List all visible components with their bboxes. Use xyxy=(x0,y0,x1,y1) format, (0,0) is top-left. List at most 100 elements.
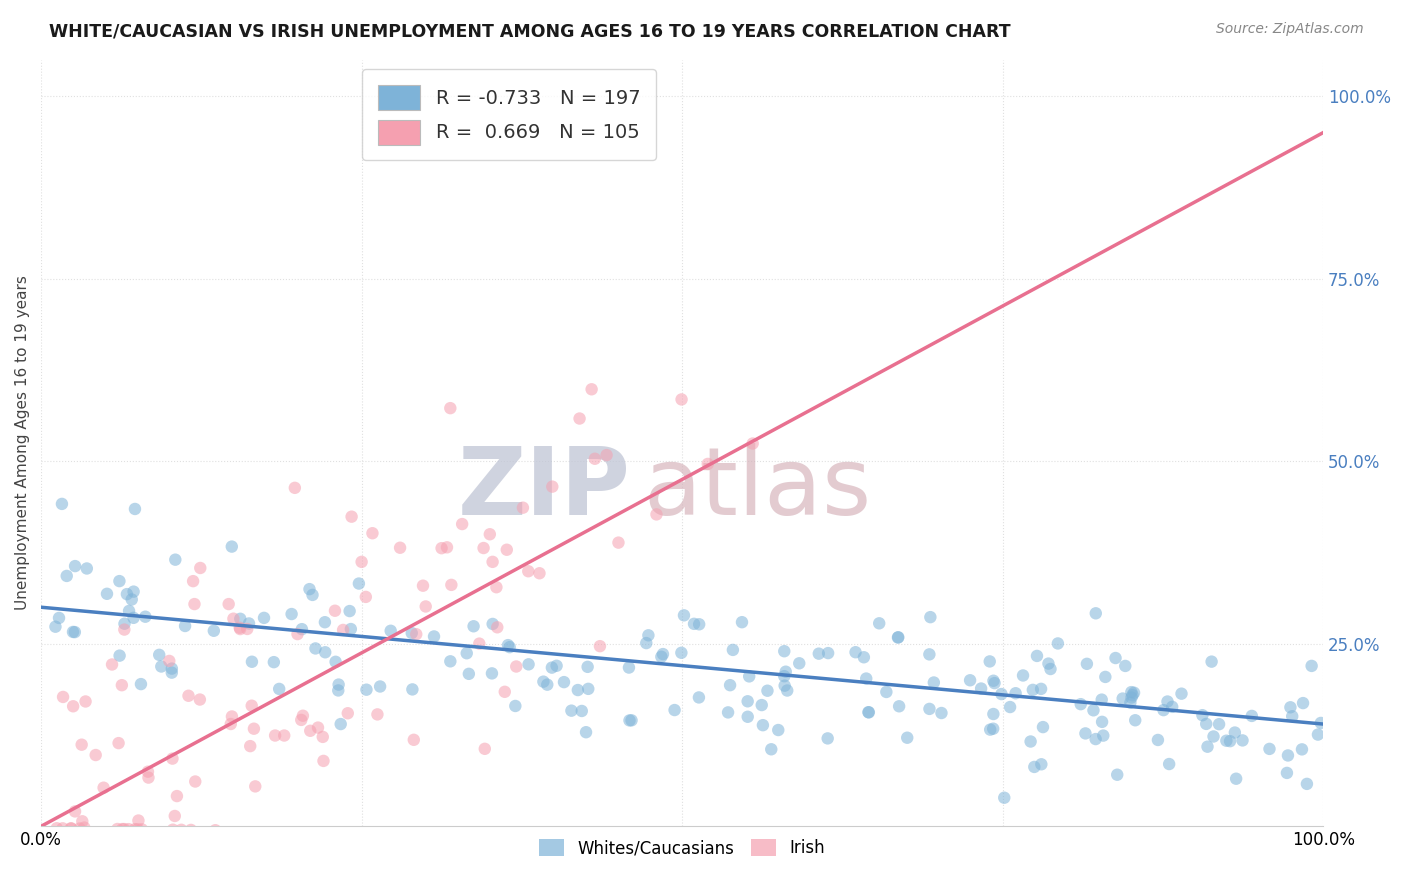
Point xyxy=(62,699,84,714)
Point xyxy=(108,648,131,663)
Point xyxy=(122,611,145,625)
Point xyxy=(325,655,347,669)
Point xyxy=(505,698,527,713)
Point xyxy=(1026,648,1049,663)
Point xyxy=(998,700,1021,714)
Point xyxy=(505,659,527,673)
Point xyxy=(737,694,759,708)
Point xyxy=(636,636,658,650)
Point xyxy=(304,641,326,656)
Point xyxy=(472,541,495,555)
Point xyxy=(439,654,461,668)
Point xyxy=(581,382,603,396)
Point xyxy=(1208,717,1230,731)
Point xyxy=(983,676,1005,690)
Point xyxy=(354,590,377,604)
Point xyxy=(228,621,250,635)
Point xyxy=(439,401,461,416)
Point xyxy=(817,731,839,746)
Point xyxy=(1225,772,1247,786)
Point xyxy=(979,723,1001,737)
Point xyxy=(474,741,496,756)
Point xyxy=(721,643,744,657)
Point xyxy=(430,541,453,556)
Point xyxy=(571,704,593,718)
Point xyxy=(922,675,945,690)
Point xyxy=(1123,686,1146,700)
Point xyxy=(773,644,796,658)
Point xyxy=(752,718,775,732)
Point xyxy=(536,678,558,692)
Point xyxy=(162,822,184,837)
Point xyxy=(959,673,981,688)
Point xyxy=(481,616,503,631)
Point xyxy=(672,608,695,623)
Point xyxy=(1121,688,1143,702)
Point xyxy=(350,555,373,569)
Point xyxy=(983,673,1005,688)
Point xyxy=(107,822,129,836)
Y-axis label: Unemployment Among Ages 16 to 19 years: Unemployment Among Ages 16 to 19 years xyxy=(15,276,30,610)
Point xyxy=(70,738,93,752)
Point xyxy=(494,685,516,699)
Point xyxy=(301,588,323,602)
Point xyxy=(63,559,86,574)
Point xyxy=(1114,659,1136,673)
Point xyxy=(852,650,875,665)
Point xyxy=(671,392,693,407)
Point xyxy=(124,822,146,837)
Point xyxy=(1046,636,1069,650)
Point xyxy=(652,647,675,661)
Point xyxy=(84,747,107,762)
Point xyxy=(1153,703,1175,717)
Point xyxy=(817,646,839,660)
Point xyxy=(188,561,211,575)
Point xyxy=(181,574,204,589)
Point xyxy=(512,500,534,515)
Point xyxy=(221,709,243,723)
Point xyxy=(1240,709,1263,723)
Point xyxy=(481,666,503,681)
Point xyxy=(44,620,66,634)
Point xyxy=(529,566,551,581)
Point xyxy=(180,822,202,837)
Point xyxy=(463,619,485,633)
Point xyxy=(983,706,1005,721)
Point xyxy=(1215,733,1237,747)
Point xyxy=(1123,713,1146,727)
Point xyxy=(1223,725,1246,739)
Point xyxy=(111,822,134,836)
Point xyxy=(218,597,240,611)
Point xyxy=(756,683,779,698)
Point xyxy=(52,690,75,704)
Point xyxy=(415,599,437,614)
Point xyxy=(127,814,149,828)
Point xyxy=(138,771,160,785)
Point xyxy=(688,690,710,705)
Point xyxy=(69,822,91,836)
Point xyxy=(1219,734,1241,748)
Point xyxy=(115,587,138,601)
Point xyxy=(356,682,378,697)
Point xyxy=(451,517,474,532)
Point xyxy=(773,669,796,683)
Point xyxy=(312,730,335,744)
Point xyxy=(993,790,1015,805)
Point xyxy=(645,508,668,522)
Point xyxy=(219,717,242,731)
Point xyxy=(166,789,188,803)
Point xyxy=(1159,757,1181,772)
Point xyxy=(589,639,612,653)
Point xyxy=(1104,651,1126,665)
Point xyxy=(776,683,799,698)
Point xyxy=(481,555,503,569)
Point xyxy=(787,657,810,671)
Point xyxy=(1202,730,1225,744)
Point xyxy=(1070,697,1092,711)
Point xyxy=(541,480,564,494)
Point xyxy=(314,645,336,659)
Point xyxy=(531,674,554,689)
Point xyxy=(1232,733,1254,747)
Point xyxy=(1201,655,1223,669)
Point xyxy=(45,822,67,836)
